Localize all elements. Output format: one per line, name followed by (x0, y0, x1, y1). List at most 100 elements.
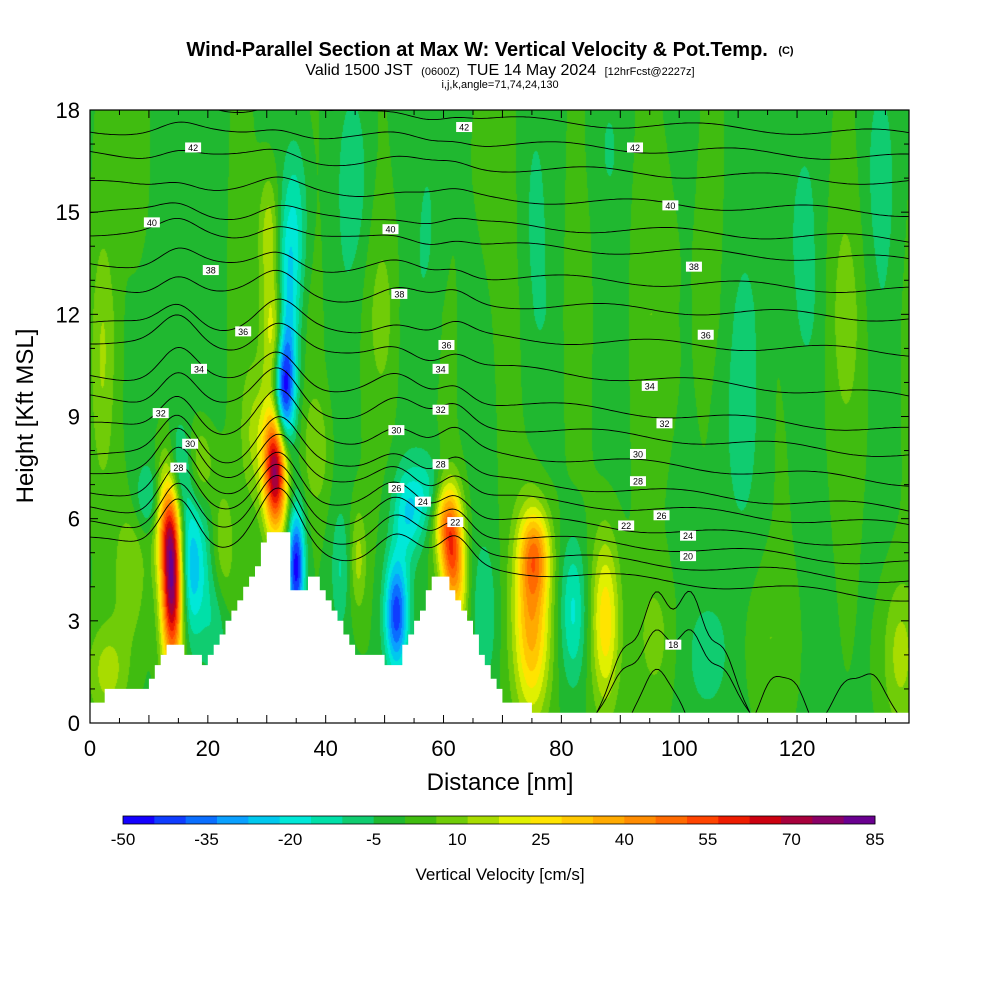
svg-text:26: 26 (657, 511, 667, 521)
svg-text:38: 38 (206, 266, 216, 276)
contour-label: 32 (432, 404, 449, 415)
contour-label: 38 (685, 261, 702, 272)
colorbar-title: Vertical Velocity [cm/s] (415, 865, 584, 884)
theta-contour-line (90, 298, 909, 357)
colorbar-segment (593, 816, 625, 824)
colorbar-segment (311, 816, 343, 824)
theta-contour-line (90, 463, 909, 565)
x-tick-label: 20 (196, 736, 220, 761)
x-tick-label: 80 (549, 736, 573, 761)
contour-label: 22 (447, 517, 464, 528)
svg-text:36: 36 (238, 327, 248, 337)
colorbar-tick-label: 25 (531, 830, 550, 849)
colorbar-segment (499, 816, 531, 824)
svg-text:42: 42 (630, 143, 640, 153)
theta-contour-line (90, 247, 909, 293)
contour-label: 18 (665, 639, 682, 650)
svg-text:40: 40 (385, 225, 395, 235)
theta-contour-line (90, 475, 909, 583)
y-axis-label: Height [Kft MSL] (12, 329, 39, 504)
colorbar-tick-labels: -50 -35 -20 -5 10 25 40 55 70 85 (111, 830, 885, 849)
contour-label: 38 (391, 288, 408, 299)
chart-title: Wind-Parallel Section at Max W: Vertical… (186, 39, 794, 61)
contour-label: 36 (697, 329, 714, 340)
svg-text:22: 22 (621, 521, 631, 531)
x-tick-label: 0 (84, 736, 96, 761)
colorbar (122, 815, 876, 825)
theta-contour-line (90, 121, 909, 160)
contour-label: 40 (143, 217, 160, 228)
vertical-velocity-field (90, 110, 909, 723)
theta-contour-line (90, 110, 909, 135)
colorbar-segment (123, 816, 155, 824)
colorbar-segment (718, 816, 751, 824)
svg-text:38: 38 (689, 262, 699, 272)
theta-contour-line (90, 314, 909, 397)
terrain (90, 532, 909, 723)
contour-label: 26 (388, 483, 405, 494)
svg-text:36: 36 (701, 330, 711, 340)
contour-label: 34 (191, 363, 208, 374)
y-tick-label: 6 (68, 507, 80, 532)
y-tick-label: 18 (56, 98, 80, 123)
svg-text:22: 22 (450, 518, 460, 528)
theta-contour-line (90, 487, 909, 602)
colorbar-tick-label: 70 (782, 830, 801, 849)
colorbar-segment (749, 816, 782, 824)
chart-subtitle: i,j,k,angle=71,74,24,130 (441, 79, 558, 91)
svg-text:42: 42 (188, 143, 198, 153)
colorbar-tick-label: 10 (448, 830, 467, 849)
theta-contour-line (90, 446, 909, 546)
colorbar-segment (781, 816, 813, 824)
contour-label: 40 (382, 224, 399, 235)
svg-text:32: 32 (659, 419, 669, 429)
colorbar-segment (687, 816, 719, 824)
svg-text:28: 28 (173, 463, 183, 473)
colorbar-segment (185, 816, 218, 824)
svg-text:18: 18 (668, 640, 678, 650)
y-tick-label: 15 (56, 200, 80, 225)
contour-label: 32 (152, 408, 169, 419)
contour-label: 24 (680, 530, 697, 541)
colorbar-tick-label: -5 (366, 830, 381, 849)
theta-contour-line (90, 388, 909, 487)
colorbar-tick-label: 85 (866, 830, 885, 849)
svg-text:28: 28 (436, 460, 446, 470)
theta-contour-line (90, 202, 909, 243)
svg-text:40: 40 (147, 218, 157, 228)
contour-label: 28 (170, 462, 187, 473)
theta-contour-line (90, 427, 909, 526)
contour-label: 28 (629, 476, 646, 487)
theta-contour-line (90, 217, 909, 261)
theta-contour-line (596, 590, 751, 713)
contour-label: 34 (432, 363, 449, 374)
colorbar-tick-label: -50 (111, 830, 136, 849)
colorbar-segment (436, 816, 469, 824)
theta-contour-line (90, 346, 909, 431)
svg-text:40: 40 (665, 201, 675, 211)
contour-label: 32 (656, 418, 673, 429)
svg-text:32: 32 (436, 405, 446, 415)
colorbar-segment (655, 816, 688, 824)
potential-temperature-contours (90, 110, 909, 714)
colorbar-segment (405, 816, 437, 824)
svg-text:30: 30 (391, 426, 401, 436)
svg-text:34: 34 (436, 364, 446, 374)
colorbar-segment (217, 816, 249, 824)
colorbar-segment (467, 816, 500, 824)
contour-label: 20 (680, 551, 697, 562)
x-tick-label: 120 (779, 736, 816, 761)
contour-label: 40 (662, 200, 679, 211)
svg-text:34: 34 (645, 381, 655, 391)
y-tick-label: 0 (68, 711, 80, 736)
axis-ticks (89, 109, 909, 724)
colorbar-segment (812, 816, 845, 824)
contour-label: 30 (629, 448, 646, 459)
colorbar-segment (561, 816, 594, 824)
contour-label: 24 (414, 496, 431, 507)
svg-text:20: 20 (683, 552, 693, 562)
chart-valid-time: Valid 1500 JST (0600Z) TUE 14 May 2024 [… (305, 62, 694, 79)
svg-text:36: 36 (441, 340, 451, 350)
svg-text:24: 24 (683, 531, 693, 541)
colorbar-tick-label: -20 (278, 830, 303, 849)
